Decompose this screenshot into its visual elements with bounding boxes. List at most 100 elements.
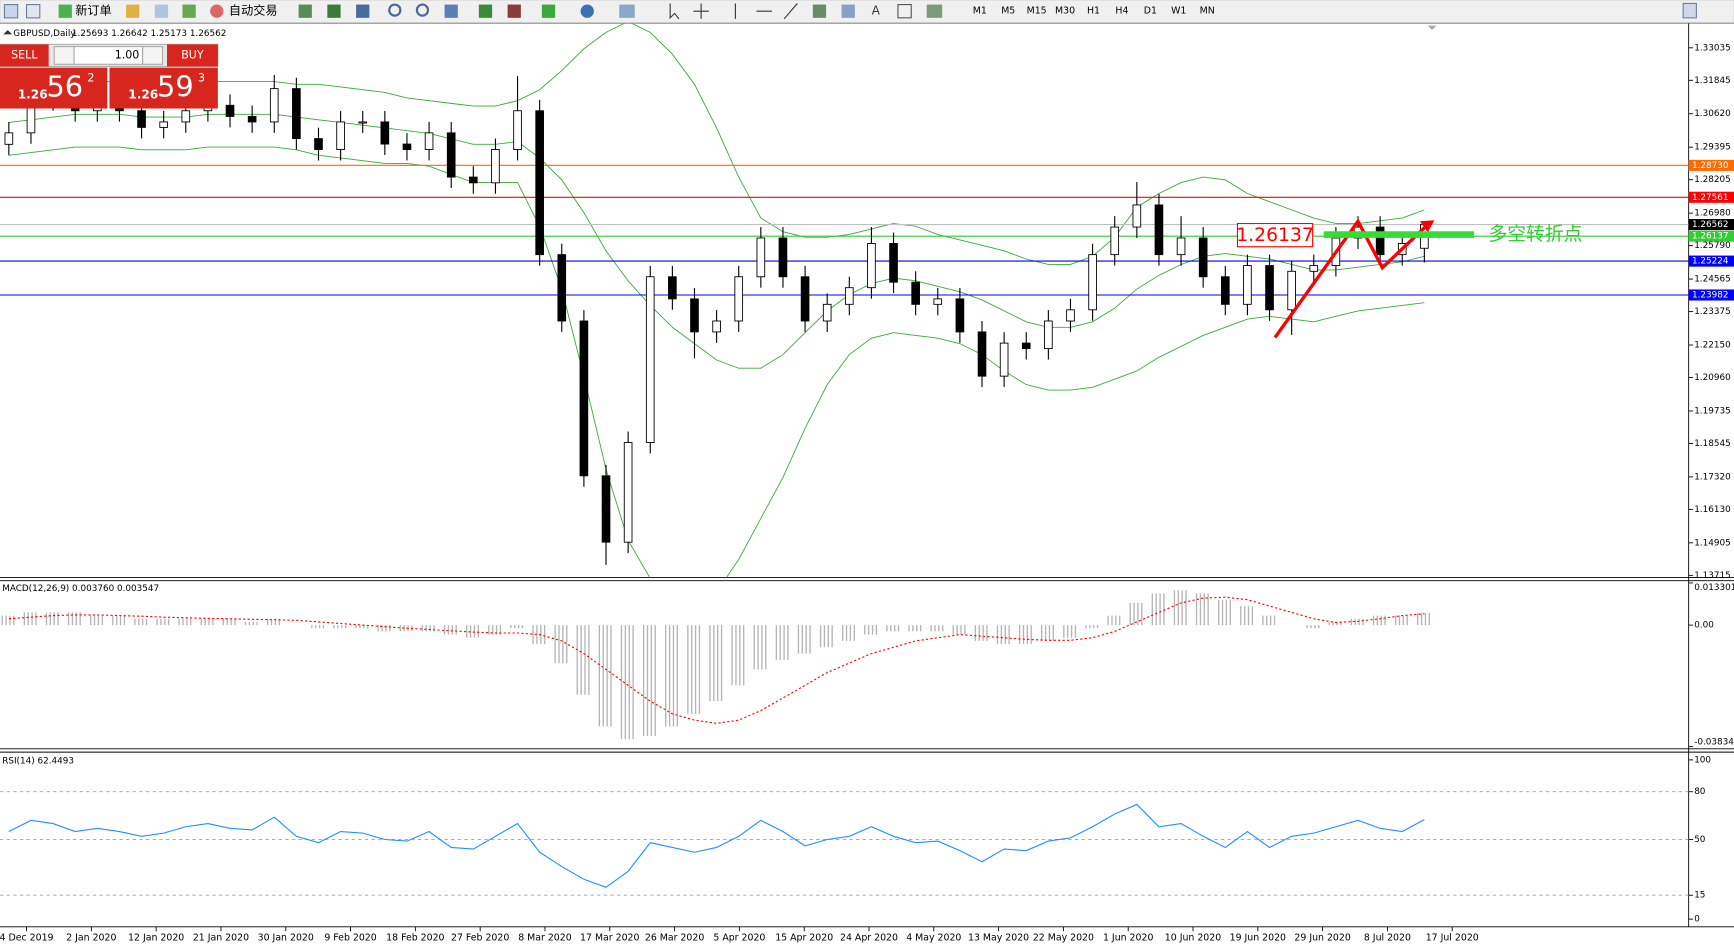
timeframe-button[interactable]: MN <box>1200 6 1215 17</box>
level-box <box>1236 222 1314 248</box>
x-tick-label: 5 Apr 2020 <box>713 932 765 943</box>
ask-frac[interactable]: 3 <box>198 72 205 85</box>
pivot-annotation: 多空转折点 <box>1488 223 1582 245</box>
one-click-panel: SELL 1.00 BUY 1.26 56 2 1.26 59 3 <box>0 43 219 109</box>
timeframe-button[interactable]: M1 <box>973 6 987 17</box>
candle-body <box>247 116 257 123</box>
rsi-line <box>8 803 1425 888</box>
candle-body <box>535 110 544 256</box>
timeframe-button[interactable]: M15 <box>1027 6 1047 17</box>
x-tick-label: 10 Jun 2020 <box>1165 932 1221 943</box>
y-tick-label: 1.19735 <box>1694 406 1731 416</box>
price-line-label: 1.28730 <box>1692 161 1729 171</box>
y-tick-label: 0.013301 <box>1694 583 1734 593</box>
x-tick-label: 2 Jan 2020 <box>66 932 116 943</box>
y-tick-label: 1.16130 <box>1694 505 1731 515</box>
candle-body <box>800 276 810 322</box>
sell-button[interactable] <box>0 44 49 67</box>
x-tick-label: 4 Dec 2019 <box>0 932 54 943</box>
buy-button[interactable] <box>166 44 218 67</box>
candle-body <box>513 110 522 150</box>
candle-body <box>844 287 854 305</box>
x-tick-label: 17 Mar 2020 <box>580 932 639 943</box>
y-tick-label: 1.23375 <box>1694 307 1731 317</box>
candle-body <box>491 149 500 184</box>
toolbar-button[interactable]: 自动交易 <box>229 3 278 18</box>
timeframe-bar: M1 M5 M15 M30 H1 H4 D1 W1 MN <box>973 6 1215 17</box>
candle-body <box>402 143 412 150</box>
candle-body <box>1132 204 1142 228</box>
macd-panel <box>1 590 1430 740</box>
y-tick-label: 15 <box>1694 891 1705 901</box>
bid-pips[interactable]: 56 <box>46 70 83 104</box>
x-tick-label: 4 May 2020 <box>906 932 961 943</box>
toolbar-icons: A <box>3 2 1697 20</box>
lot-value[interactable]: 1.00 <box>115 48 140 61</box>
candle-body <box>137 110 146 128</box>
sell-label[interactable]: SELL <box>11 48 38 61</box>
bid-big[interactable]: 1.26 <box>18 88 48 102</box>
candle-body <box>292 88 301 140</box>
chart-title: GBPUSD,Daily <box>13 29 75 39</box>
y-tick-label: 1.24565 <box>1694 275 1731 285</box>
buy-label[interactable]: BUY <box>181 48 204 61</box>
rsi-panel <box>0 791 1689 896</box>
candle-body <box>1309 265 1319 272</box>
candle-body <box>380 121 390 145</box>
lot-down[interactable] <box>53 46 75 65</box>
lot-up[interactable] <box>142 46 164 65</box>
price-line-label: 1.26137 <box>1692 232 1729 242</box>
y-tick-label: 1.20960 <box>1694 373 1731 383</box>
x-tick-label: 9 Feb 2020 <box>324 932 376 943</box>
candle-body <box>601 475 611 543</box>
toolbar-button[interactable]: 新订单 <box>75 3 111 18</box>
macd-title: MACD(12,26,9) 0.003760 0.003547 <box>2 584 159 594</box>
title-icon <box>3 29 13 35</box>
candle-body <box>955 298 965 333</box>
ohlc-header: 1.25693 1.26642 1.25173 1.26562 <box>72 29 226 39</box>
y-tick-label: 0 <box>1694 915 1700 925</box>
y-tick-label: 1.25790 <box>1694 241 1731 251</box>
ask-pips[interactable]: 59 <box>157 70 194 104</box>
x-tick-label: 18 Feb 2020 <box>386 932 444 943</box>
candle-body <box>424 132 434 150</box>
y-tick-label: 1.14905 <box>1694 538 1731 548</box>
candle-body <box>225 104 235 117</box>
candle-body <box>4 132 14 145</box>
candle-body <box>1176 237 1186 256</box>
candle-body <box>1044 320 1053 350</box>
bid-box[interactable] <box>0 67 108 109</box>
timeframe-button[interactable]: M5 <box>1001 6 1015 17</box>
candle-body <box>1021 342 1031 350</box>
trend-arrow <box>1273 218 1430 339</box>
y-tick-label: 100 <box>1694 755 1711 765</box>
candle-body <box>756 237 766 278</box>
candle-body <box>911 281 920 305</box>
y-tick-label: 1.31845 <box>1694 76 1731 86</box>
timeframe-button[interactable]: M30 <box>1055 6 1075 17</box>
x-tick-label: 12 Jan 2020 <box>128 932 184 943</box>
svg-text:A: A <box>872 4 881 18</box>
candle-body <box>889 243 898 283</box>
x-tick-label: 27 Feb 2020 <box>451 932 509 943</box>
ask-box[interactable] <box>109 67 218 109</box>
y-tick-label: 1.26980 <box>1694 209 1731 219</box>
bid-frac[interactable]: 2 <box>87 72 94 85</box>
x-tick-label: 8 Jul 2020 <box>1364 932 1411 943</box>
candle-body <box>1088 254 1097 311</box>
x-tick-label: 26 Mar 2020 <box>645 932 704 943</box>
y-tick-label: 1.29395 <box>1694 143 1731 153</box>
price-line-label: 1.25224 <box>1692 257 1729 267</box>
candle-body <box>181 110 191 123</box>
timeframe-button[interactable]: H4 <box>1115 6 1128 17</box>
y-tick-label: 1.22150 <box>1694 341 1731 351</box>
ask-big[interactable]: 1.26 <box>128 88 158 102</box>
x-tick-label: 13 May 2020 <box>968 932 1029 943</box>
timeframe-button[interactable]: H1 <box>1087 6 1100 17</box>
arrow-head <box>1419 220 1435 233</box>
timeframe-button[interactable]: D1 <box>1144 6 1157 17</box>
rsi-title: RSI(14) 62.4493 <box>2 756 74 766</box>
timeframe-button[interactable]: W1 <box>1171 6 1186 17</box>
candle-body <box>579 320 589 477</box>
bollinger-upper <box>8 23 1425 265</box>
